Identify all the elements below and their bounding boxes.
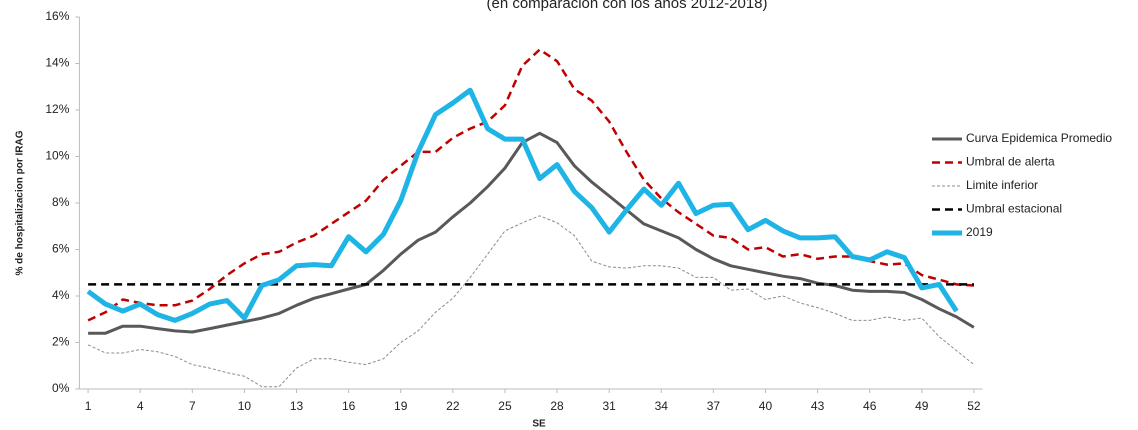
x-tick-label: 28 (550, 399, 564, 413)
x-tick-label: 16 (342, 399, 356, 413)
x-tick-label: 19 (394, 399, 408, 413)
legend-label: Umbral estacional (966, 202, 1062, 216)
x-tick-label: 22 (446, 399, 460, 413)
x-tick-label: 31 (602, 399, 616, 413)
x-tick-label: 40 (759, 399, 773, 413)
legend-label: Curva Epidemica Promedio (966, 131, 1112, 145)
x-tick-label: 1 (85, 399, 92, 413)
x-tick-label: 25 (498, 399, 512, 413)
y-tick-label: 2% (52, 335, 70, 349)
x-axis-label: SE (532, 419, 546, 430)
x-tick-label: 37 (707, 399, 721, 413)
legend-label: Limite inferior (966, 178, 1038, 192)
y-tick-label: 16% (45, 9, 69, 23)
x-tick-label: 46 (863, 399, 877, 413)
y-axis-label: % de hospitalizacion por IRAG (15, 130, 26, 275)
y-tick-label: 4% (52, 288, 70, 302)
x-tick-label: 4 (137, 399, 144, 413)
x-tick-label: 7 (189, 399, 196, 413)
chart-subtitle: (en comparación con los años 2012-2018) (486, 0, 767, 12)
x-tick-label: 10 (238, 399, 252, 413)
x-tick-label: 34 (655, 399, 669, 413)
series-line (87, 215, 975, 388)
x-tick-label: 49 (915, 399, 929, 413)
y-tick-label: 14% (45, 56, 69, 70)
y-tick-label: 8% (52, 195, 70, 209)
legend-label: Umbral de alerta (966, 155, 1055, 169)
series-line (86, 87, 959, 323)
x-tick-label: 52 (967, 399, 981, 413)
y-tick-label: 10% (45, 149, 69, 163)
x-tick-label: 13 (290, 399, 304, 413)
x-tick-label: 43 (811, 399, 825, 413)
y-tick-label: 0% (52, 381, 70, 395)
series-line (87, 48, 974, 322)
y-tick-label: 6% (52, 242, 70, 256)
y-tick-label: 12% (45, 102, 69, 116)
series-line (88, 131, 975, 335)
legend-label: 2019 (966, 225, 993, 239)
